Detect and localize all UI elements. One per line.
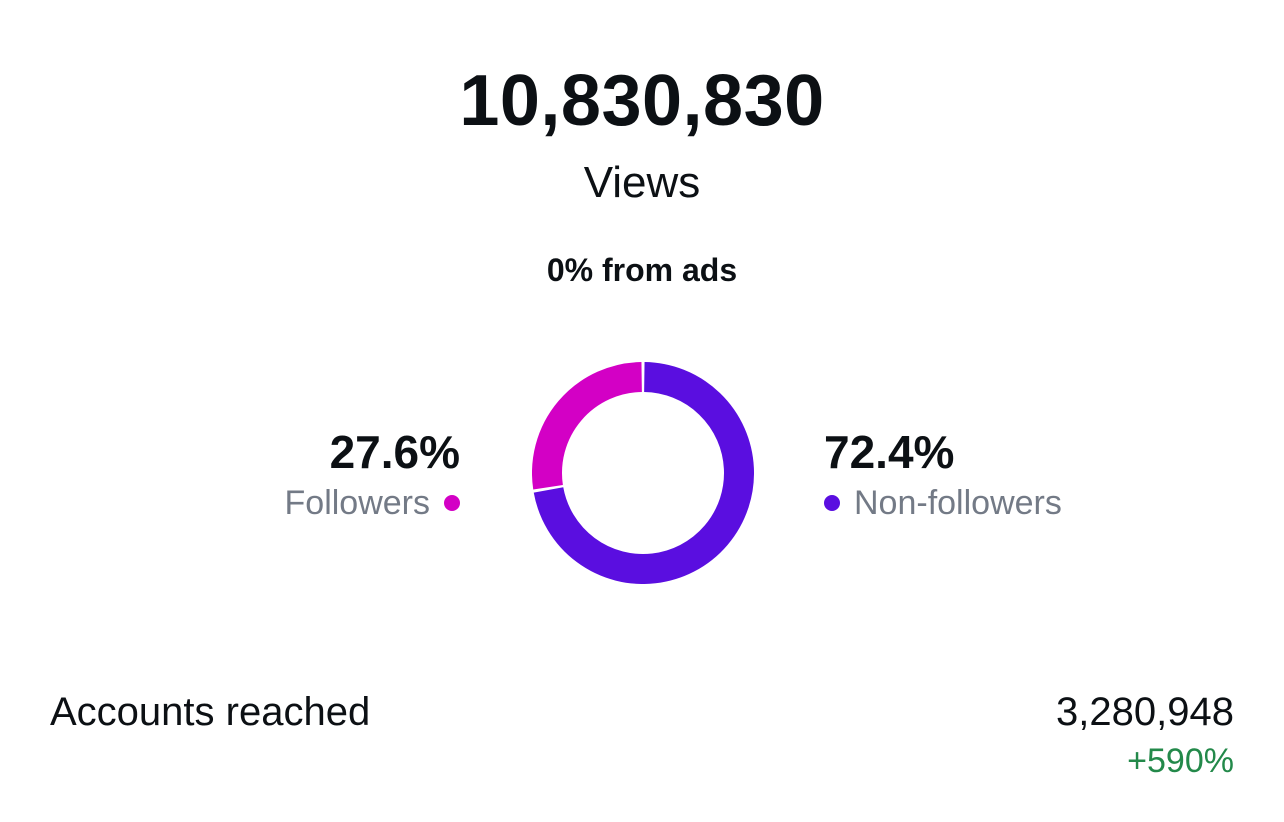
accounts-reached-label: Accounts reached [50, 690, 371, 734]
non-followers-dot-icon [824, 495, 840, 511]
donut-segment-followers [532, 362, 643, 490]
followers-percent: 27.6% [329, 426, 460, 478]
accounts-reached-change: +590% [1127, 742, 1234, 780]
views-donut-chart [532, 362, 754, 584]
followers-label: Followers [284, 484, 430, 522]
accounts-reached-value: 3,280,948 [1056, 690, 1234, 734]
non-followers-label: Non-followers [854, 484, 1062, 522]
views-label: Views [583, 158, 701, 207]
followers-dot-icon [444, 495, 460, 511]
legend-followers: 27.6% Followers [285, 424, 460, 526]
followers-legend-row: Followers [285, 480, 460, 526]
views-count: 10,830,830 [459, 61, 825, 141]
legend-non-followers: 72.4% Non-followers [824, 424, 1062, 526]
non-followers-percent: 72.4% [824, 426, 955, 478]
ads-percentage: 0% from ads [546, 252, 738, 288]
donut-segment-non-followers [533, 362, 754, 584]
non-followers-legend-row: Non-followers [824, 480, 1062, 526]
